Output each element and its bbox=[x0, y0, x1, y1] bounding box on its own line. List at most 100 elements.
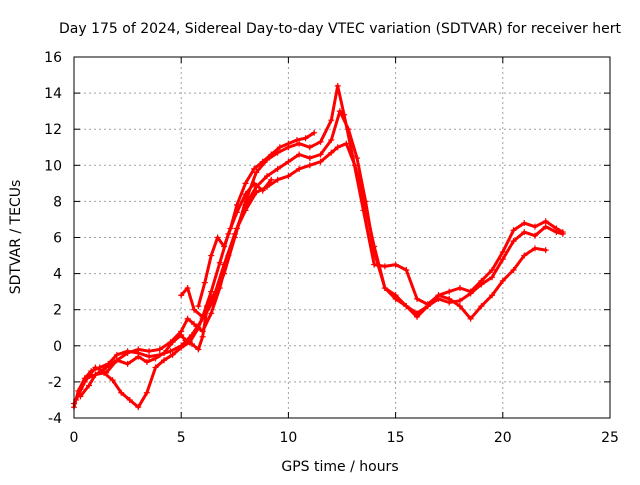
data-point bbox=[233, 202, 240, 209]
data-point bbox=[542, 247, 549, 254]
data-point bbox=[259, 158, 266, 165]
series-points-6 bbox=[178, 176, 275, 320]
data-point bbox=[188, 331, 195, 338]
data-point bbox=[403, 266, 410, 273]
data-point bbox=[489, 274, 496, 281]
x-tick-label: 15 bbox=[387, 430, 405, 446]
data-point bbox=[345, 126, 352, 133]
data-point bbox=[328, 149, 335, 156]
data-point bbox=[285, 158, 292, 165]
data-point bbox=[216, 285, 223, 292]
x-tick-label: 5 bbox=[177, 430, 186, 446]
data-point bbox=[360, 207, 367, 214]
data-point bbox=[161, 357, 168, 364]
y-tick-label: 6 bbox=[53, 231, 62, 247]
data-point bbox=[81, 378, 88, 385]
data-point bbox=[371, 248, 378, 255]
y-tick-label: 14 bbox=[44, 86, 62, 102]
data-point bbox=[343, 140, 350, 147]
data-point bbox=[478, 303, 485, 310]
data-point bbox=[542, 223, 549, 230]
series-line-5 bbox=[196, 131, 316, 308]
data-point bbox=[293, 137, 300, 144]
x-tick-label: 10 bbox=[279, 430, 297, 446]
data-point bbox=[221, 261, 228, 268]
data-point bbox=[113, 351, 120, 358]
data-point bbox=[191, 321, 198, 328]
data-point bbox=[371, 243, 378, 250]
data-point bbox=[195, 346, 202, 353]
data-point bbox=[135, 353, 142, 360]
data-point bbox=[489, 266, 496, 273]
data-point bbox=[251, 180, 258, 187]
grid-layer bbox=[74, 57, 610, 418]
data-point bbox=[203, 306, 210, 313]
data-point bbox=[92, 364, 99, 371]
data-point bbox=[311, 129, 318, 136]
data-point bbox=[161, 350, 168, 357]
data-point bbox=[285, 140, 292, 147]
series-points-2 bbox=[71, 108, 566, 411]
data-point bbox=[268, 151, 275, 158]
data-point bbox=[208, 288, 215, 295]
data-point bbox=[403, 303, 410, 310]
data-point bbox=[510, 227, 517, 234]
data-point bbox=[103, 364, 110, 371]
data-point bbox=[199, 333, 206, 340]
data-point bbox=[182, 337, 189, 344]
data-point bbox=[113, 357, 120, 364]
data-point bbox=[146, 353, 153, 360]
chart-title: Day 175 of 2024, Sidereal Day-to-day VTE… bbox=[59, 21, 621, 37]
data-point bbox=[88, 368, 95, 375]
y-tick-label: -2 bbox=[48, 375, 62, 391]
data-point bbox=[467, 315, 474, 322]
data-point bbox=[146, 348, 153, 355]
data-point bbox=[542, 218, 549, 225]
data-point bbox=[124, 350, 131, 357]
data-point bbox=[274, 149, 281, 156]
data-point bbox=[531, 232, 538, 239]
data-point bbox=[446, 288, 453, 295]
data-point bbox=[105, 360, 112, 367]
tick-layer bbox=[73, 56, 611, 419]
data-point bbox=[381, 285, 388, 292]
y-tick-label: -4 bbox=[48, 411, 62, 427]
data-point bbox=[77, 386, 84, 393]
data-point bbox=[184, 315, 191, 322]
data-point bbox=[143, 389, 150, 396]
data-point bbox=[341, 111, 348, 118]
data-point bbox=[216, 259, 223, 266]
x-tick-label: 0 bbox=[70, 430, 79, 446]
data-point bbox=[156, 346, 163, 353]
data-point bbox=[178, 292, 185, 299]
data-point bbox=[77, 393, 84, 400]
data-point bbox=[191, 306, 198, 313]
data-point bbox=[92, 371, 99, 378]
data-point bbox=[414, 313, 421, 320]
data-point bbox=[531, 223, 538, 230]
data-point bbox=[456, 303, 463, 310]
y-tick-label: 10 bbox=[44, 158, 62, 174]
data-point bbox=[306, 144, 313, 151]
data-point bbox=[268, 176, 275, 183]
series-points-5 bbox=[195, 129, 318, 310]
series-line-3 bbox=[78, 142, 548, 398]
data-point bbox=[510, 266, 517, 273]
data-point bbox=[296, 165, 303, 172]
data-point bbox=[233, 225, 240, 232]
data-point bbox=[221, 270, 228, 277]
data-point bbox=[210, 297, 217, 304]
data-point bbox=[109, 377, 116, 384]
series-line-2 bbox=[72, 109, 565, 409]
data-point bbox=[371, 261, 378, 268]
data-point bbox=[392, 261, 399, 268]
data-point bbox=[381, 263, 388, 270]
data-point bbox=[553, 229, 560, 236]
data-point bbox=[328, 137, 335, 144]
y-tick-label: 0 bbox=[53, 339, 62, 355]
data-point bbox=[328, 117, 335, 124]
data-point bbox=[351, 162, 358, 169]
x-tick-labels: 0 5 10 15 20 25 bbox=[70, 430, 619, 446]
data-point bbox=[274, 176, 281, 183]
